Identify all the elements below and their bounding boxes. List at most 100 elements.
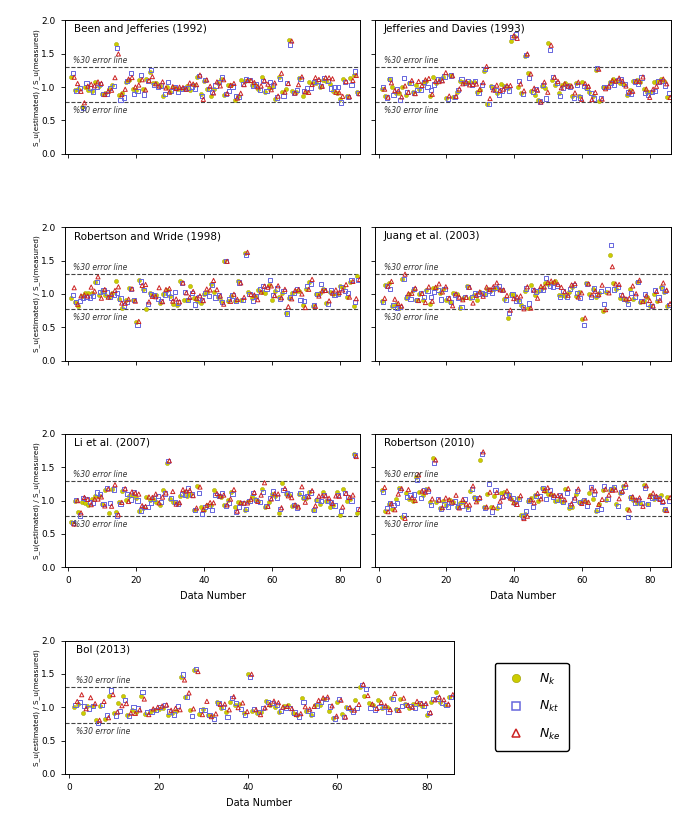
Point [571, 78, 582, 91]
Point [226, 486, 237, 499]
Point [338, 72, 349, 85]
Point [279, 699, 289, 713]
Point [154, 281, 165, 294]
Point [385, 691, 396, 704]
Point [441, 92, 452, 105]
Point [283, 488, 294, 501]
Point [445, 296, 456, 309]
Point [219, 254, 230, 267]
Point [157, 491, 168, 504]
Point [140, 84, 151, 97]
Point [638, 295, 649, 308]
Point [191, 292, 202, 305]
Text: %30 error line: %30 error line [383, 520, 438, 529]
Point [136, 275, 146, 288]
Point [620, 292, 631, 305]
Point [200, 704, 210, 717]
Point [104, 507, 114, 520]
Point [327, 72, 338, 85]
Point [144, 491, 155, 504]
Point [494, 283, 505, 296]
Point [351, 702, 362, 715]
Point [602, 283, 613, 296]
Point [386, 76, 397, 89]
Point [526, 491, 537, 505]
Point [77, 707, 88, 720]
Point [166, 84, 177, 97]
Point [74, 509, 85, 522]
Point [233, 701, 244, 714]
Point [556, 79, 567, 92]
Point [376, 696, 387, 709]
Point [332, 695, 343, 708]
Point [278, 90, 289, 103]
Point [492, 276, 503, 289]
Point [597, 493, 607, 506]
Point [624, 292, 635, 305]
Point [187, 80, 197, 93]
Point [259, 500, 270, 514]
Point [242, 74, 253, 87]
Point [397, 80, 408, 93]
Point [340, 486, 351, 500]
Point [84, 495, 95, 509]
Point [158, 89, 169, 102]
Point [383, 705, 394, 718]
Point [662, 299, 673, 312]
Point [166, 491, 177, 505]
Point [458, 77, 469, 90]
Point [108, 288, 119, 301]
Point [485, 486, 496, 499]
Point [395, 93, 406, 106]
Point [81, 493, 92, 506]
Point [588, 487, 599, 500]
Point [178, 483, 189, 496]
Point [549, 70, 560, 84]
Point [108, 706, 119, 719]
Point [616, 486, 627, 499]
Point [123, 495, 134, 508]
Point [202, 286, 213, 299]
Point [112, 287, 123, 300]
Point [522, 48, 533, 61]
Point [419, 76, 430, 89]
Point [451, 287, 462, 301]
Point [118, 299, 129, 312]
Point [224, 496, 235, 509]
Point [246, 667, 257, 681]
Point [176, 83, 187, 96]
Point [73, 82, 84, 95]
Point [212, 283, 223, 296]
Point [262, 695, 273, 708]
Point [349, 65, 360, 78]
Point [155, 79, 165, 93]
Text: %30 error line: %30 error line [73, 469, 127, 478]
Point [428, 451, 439, 464]
Point [492, 87, 503, 100]
Point [282, 700, 293, 713]
Point [428, 692, 439, 705]
Point [237, 77, 248, 90]
Point [614, 77, 625, 90]
Point [414, 697, 425, 710]
Point [189, 504, 200, 517]
Point [471, 78, 482, 91]
Point [337, 500, 348, 514]
Point [322, 690, 333, 704]
Point [533, 495, 543, 508]
Point [161, 283, 172, 296]
Point [179, 673, 190, 686]
Point [212, 490, 223, 503]
Point [542, 276, 553, 289]
Point [192, 71, 203, 84]
Point [665, 491, 676, 505]
Point [636, 295, 647, 308]
Point [448, 495, 459, 509]
Point [377, 484, 387, 497]
Point [279, 482, 290, 495]
Point [505, 79, 516, 92]
Point [643, 88, 654, 102]
Point [113, 697, 124, 710]
Y-axis label: S_u(estimated) / S_u(measured): S_u(estimated) / S_u(measured) [33, 29, 40, 146]
Point [231, 505, 242, 518]
